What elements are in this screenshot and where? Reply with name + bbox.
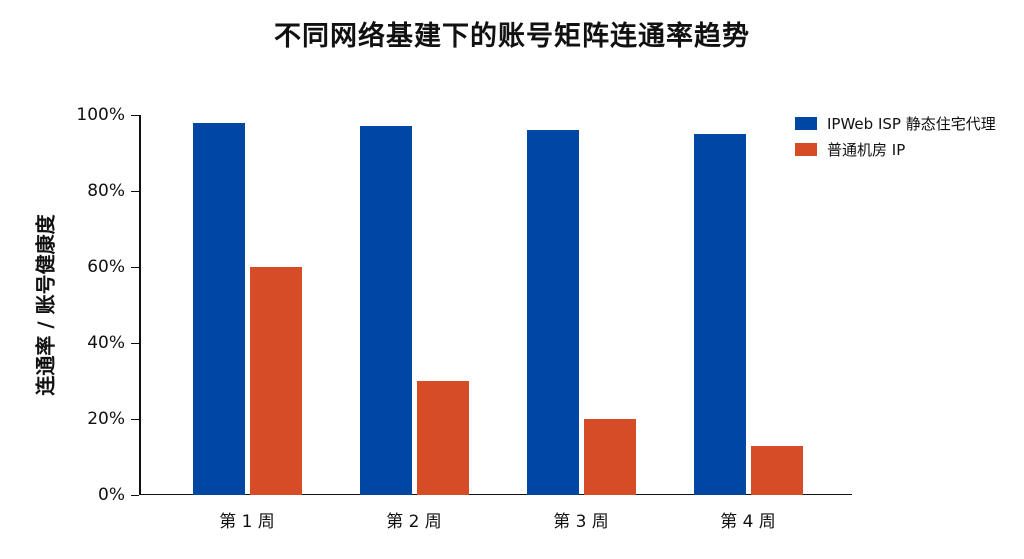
- y-tick: [131, 419, 139, 421]
- y-tick-label: 80%: [87, 181, 125, 201]
- bar-datacenter: [250, 267, 302, 495]
- y-tick-label: 20%: [87, 409, 125, 429]
- x-tick-label: 第 3 周: [553, 512, 609, 532]
- plot-area: 0% 20% 40% 60% 80% 100% 第 1 周 第 2 周 第 3 周 第 4 周: [76, 105, 852, 532]
- y-axis-label: 连通率 / 账号健康度: [33, 214, 58, 396]
- legend-label: IPWeb ISP 静态住宅代理: [827, 114, 996, 133]
- y-tick: [131, 115, 139, 117]
- bar-isp: [360, 126, 412, 495]
- y-tick-label: 40%: [87, 333, 125, 353]
- legend-label: 普通机房 IP: [827, 140, 906, 159]
- y-tick: [131, 267, 139, 269]
- y-tick: [131, 343, 139, 345]
- y-axis-line: [139, 115, 141, 495]
- legend-item-datacenter: 普通机房 IP: [795, 136, 996, 162]
- x-axis-line: [139, 493, 852, 495]
- bar-datacenter: [584, 419, 636, 495]
- legend-item-isp: IPWeb ISP 静态住宅代理: [795, 110, 996, 136]
- legend-swatch-orange: [795, 142, 817, 156]
- y-tick-label: 0%: [98, 485, 125, 505]
- bar-isp: [193, 122, 245, 495]
- chart-title: 不同网络基建下的账号矩阵连通率趋势: [274, 21, 750, 52]
- y-tick-label: 60%: [87, 257, 125, 277]
- x-tick-label: 第 1 周: [219, 512, 275, 532]
- bar-isp: [694, 134, 746, 495]
- bar-isp: [527, 130, 579, 495]
- x-tick-label: 第 4 周: [720, 512, 776, 532]
- bar-datacenter: [417, 381, 469, 495]
- legend-swatch-blue: [795, 116, 817, 130]
- bar-datacenter: [751, 445, 803, 495]
- y-tick-label: 100%: [76, 105, 125, 125]
- legend: IPWeb ISP 静态住宅代理 普通机房 IP: [795, 110, 996, 162]
- y-tick: [131, 191, 139, 193]
- x-tick-label: 第 2 周: [386, 512, 442, 532]
- y-tick: [131, 495, 139, 497]
